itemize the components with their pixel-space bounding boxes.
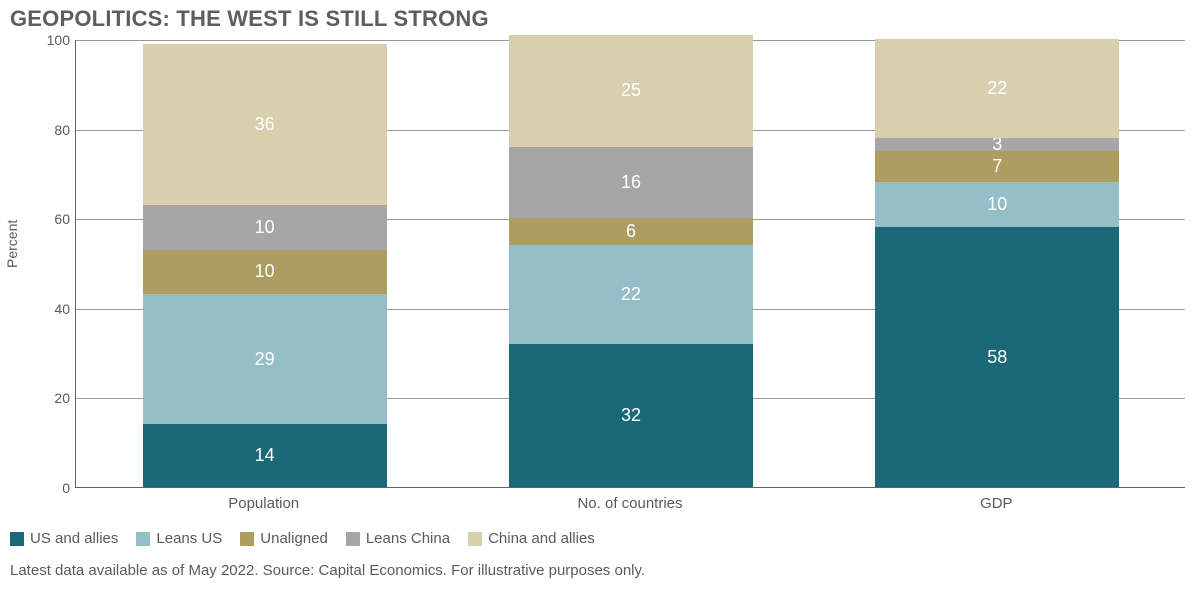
segment-value: 22 [987,78,1007,99]
segment-value: 22 [621,284,641,305]
legend-swatch [468,532,482,546]
x-tick-label: Population [228,495,299,512]
legend-label: Leans China [366,530,450,547]
plot-area: 14 29 10 10 36 32 22 6 16 25 58 10 7 3 22 [75,40,1185,488]
legend-label: US and allies [30,530,118,547]
legend-item-leans_china: Leans China [346,530,450,547]
segment-value: 32 [621,405,641,426]
segment-value: 10 [255,261,275,282]
segment-value: 25 [621,80,641,101]
legend-label: Leans US [156,530,222,547]
chart-footnote: Latest data available as of May 2022. So… [10,562,645,579]
legend-item-leans_us: Leans US [136,530,222,547]
y-axis-label: Percent [4,220,20,268]
chart-title: GEOPOLITICS: THE WEST IS STILL STRONG [10,6,489,32]
segment-value: 10 [255,217,275,238]
bar-no-of-countries: 32 22 6 16 25 [509,40,753,487]
segment-value: 10 [987,194,1007,215]
segment-leans_china: 10 [143,205,387,250]
y-tick-label: 20 [30,391,70,405]
segment-us_allies: 58 [875,227,1119,487]
segment-value: 6 [626,221,636,242]
legend-label: China and allies [488,530,595,547]
legend-item-us_allies: US and allies [10,530,118,547]
segment-leans_us: 29 [143,294,387,424]
x-tick-label: GDP [980,495,1013,512]
x-tick-label: No. of countries [577,495,682,512]
segment-value: 58 [987,347,1007,368]
segment-china_allies: 25 [509,35,753,147]
legend-item-china_allies: China and allies [468,530,595,547]
segment-unaligned: 6 [509,218,753,245]
y-tick-label: 80 [30,123,70,137]
segment-value: 16 [621,172,641,193]
segment-leans_china: 16 [509,147,753,219]
segment-china_allies: 36 [143,44,387,205]
legend-swatch [10,532,24,546]
y-tick-label: 100 [30,33,70,47]
y-tick-label: 40 [30,302,70,316]
segment-value: 36 [255,114,275,135]
segment-leans_us: 10 [875,182,1119,227]
bar-gdp: 58 10 7 3 22 [875,40,1119,487]
segment-us_allies: 14 [143,424,387,487]
segment-unaligned: 10 [143,250,387,295]
legend-swatch [136,532,150,546]
bar-population: 14 29 10 10 36 [143,40,387,487]
segment-value: 14 [255,445,275,466]
legend-label: Unaligned [260,530,328,547]
segment-value: 29 [255,349,275,370]
segment-us_allies: 32 [509,344,753,487]
legend-swatch [240,532,254,546]
segment-leans_us: 22 [509,245,753,344]
segment-value: 7 [992,156,1002,177]
legend-swatch [346,532,360,546]
segment-china_allies: 22 [875,39,1119,138]
segment-leans_china: 3 [875,138,1119,151]
segment-unaligned: 7 [875,151,1119,182]
y-tick-label: 60 [30,212,70,226]
legend: US and allies Leans US Unaligned Leans Chin… [10,530,595,547]
legend-item-unaligned: Unaligned [240,530,328,547]
y-tick-label: 0 [30,481,70,495]
